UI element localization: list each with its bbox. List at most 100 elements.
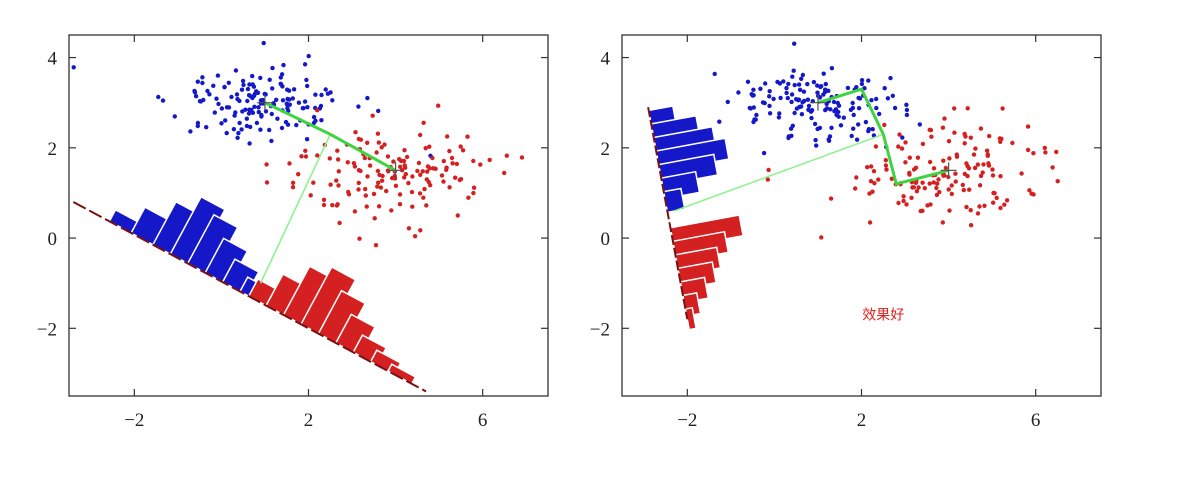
- red-points: [264, 103, 525, 248]
- red-point: [398, 164, 403, 169]
- red-point: [290, 180, 296, 185]
- blue-point: [797, 87, 803, 93]
- red-point: [907, 172, 912, 177]
- blue-point: [222, 84, 227, 90]
- y-tick-label: 2: [601, 139, 611, 160]
- red-point: [952, 106, 957, 111]
- blue-point: [712, 71, 717, 77]
- red-point: [423, 146, 428, 151]
- red-point: [1029, 191, 1034, 196]
- blue-point: [325, 91, 331, 96]
- red-point: [379, 145, 384, 150]
- red-point: [433, 166, 438, 171]
- red-point: [418, 228, 423, 233]
- red-point: [977, 204, 982, 209]
- red-point: [471, 185, 477, 190]
- blue-point: [285, 87, 290, 92]
- red-point: [978, 173, 984, 179]
- blue-point: [214, 96, 219, 101]
- red-point: [311, 180, 316, 185]
- x-tick-label: 2: [857, 410, 867, 431]
- red-point: [1027, 188, 1032, 193]
- blue-point: [216, 101, 221, 107]
- blue-point: [300, 106, 305, 111]
- blue-point: [279, 125, 285, 131]
- blue-point: [275, 116, 280, 121]
- projection-line: [647, 107, 689, 320]
- red-point: [345, 160, 350, 165]
- blue-point: [850, 100, 855, 106]
- blue-point: [330, 98, 335, 103]
- blue-point: [767, 94, 772, 99]
- red-point: [975, 211, 981, 216]
- blue-point: [904, 112, 910, 118]
- x-tick-label: 6: [1031, 410, 1041, 431]
- red-point: [947, 156, 952, 161]
- red-point: [922, 186, 927, 191]
- red-point: [455, 213, 460, 218]
- red-point: [376, 204, 382, 209]
- blue-point: [747, 105, 752, 111]
- blue-point: [788, 126, 794, 131]
- blue-point: [841, 115, 846, 120]
- blue-point: [200, 75, 205, 80]
- blue-point: [250, 73, 255, 79]
- red-point: [425, 169, 430, 174]
- blue-point: [305, 83, 310, 89]
- red-point: [1025, 147, 1031, 153]
- red-point: [934, 185, 939, 191]
- blue-point: [763, 81, 768, 86]
- blue-point: [244, 123, 250, 129]
- red-point: [901, 194, 906, 199]
- red-point: [376, 140, 381, 145]
- blue-point: [888, 75, 893, 81]
- red-point: [927, 159, 933, 165]
- blue-point: [258, 127, 263, 132]
- red-point: [264, 180, 270, 185]
- blue-point: [285, 122, 291, 127]
- red-point: [977, 183, 983, 188]
- red-histogram: [247, 265, 417, 385]
- blue-point: [811, 79, 817, 85]
- red-point: [914, 189, 920, 194]
- red-point: [416, 160, 422, 166]
- red-point: [404, 154, 410, 160]
- blue-point: [224, 105, 230, 110]
- red-point: [356, 187, 361, 192]
- red-point: [946, 187, 951, 192]
- blue-point: [246, 111, 252, 116]
- blue-point: [270, 65, 275, 71]
- blue-point: [856, 106, 862, 111]
- blue-point: [376, 108, 381, 114]
- red-point: [946, 139, 952, 144]
- blue-point: [784, 90, 789, 96]
- blue-point: [904, 102, 909, 108]
- red-point: [382, 142, 387, 147]
- blue-point: [239, 87, 245, 92]
- blue-point: [240, 78, 246, 84]
- blue-point: [235, 135, 240, 140]
- blue-point: [869, 98, 874, 103]
- blue-point: [233, 110, 238, 115]
- red-point: [397, 202, 403, 207]
- red-point: [375, 184, 380, 189]
- blue-point: [863, 119, 869, 125]
- blue-point: [736, 90, 741, 95]
- blue-point: [854, 137, 860, 142]
- red-point: [991, 200, 996, 205]
- red-point: [406, 226, 412, 231]
- blue-mean-marker: [809, 94, 826, 111]
- red-point: [915, 155, 921, 160]
- red-point: [327, 156, 332, 161]
- red-point: [990, 173, 996, 178]
- red-point: [1000, 106, 1005, 111]
- red-point: [964, 161, 969, 166]
- red-point: [502, 170, 507, 176]
- blue-point: [254, 120, 260, 126]
- red-point: [303, 148, 308, 153]
- red-point: [1031, 151, 1036, 156]
- red-point: [356, 180, 361, 186]
- red-point: [973, 146, 978, 151]
- red-point: [896, 200, 901, 206]
- blue-point: [313, 92, 318, 97]
